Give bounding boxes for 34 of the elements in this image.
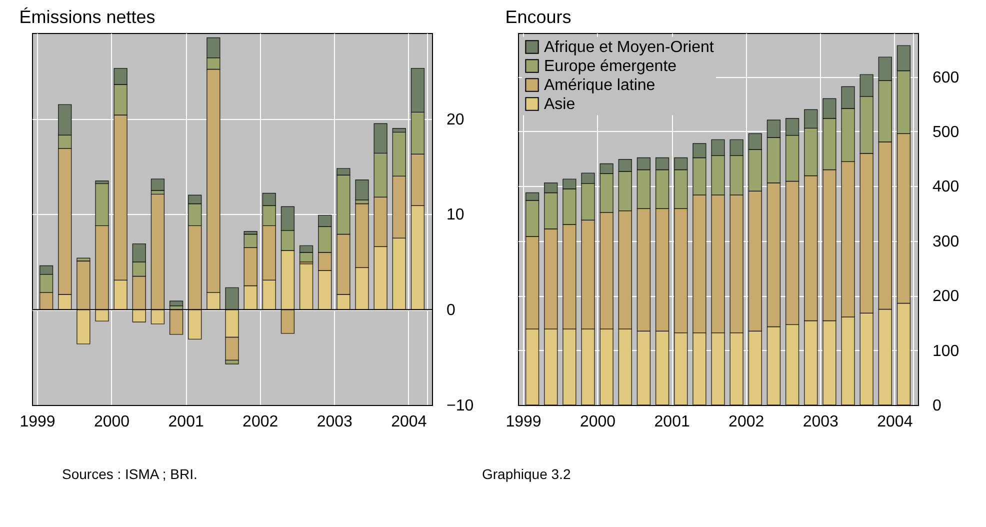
- y-tick-label: −10: [446, 398, 474, 414]
- x-tick-label: 1999: [20, 414, 56, 430]
- x-tick-label: 2000: [580, 414, 616, 430]
- chart-title: Émissions nettes: [19, 7, 156, 27]
- x-tick-label: 2004: [391, 414, 427, 430]
- x-tick-label: 2003: [802, 414, 839, 430]
- y-tick-label: 100: [932, 342, 960, 360]
- legend-label: Afrique et Moyen-Orient: [544, 39, 714, 56]
- x-tick-label: 2003: [316, 414, 353, 430]
- x-tick-label: 2001: [168, 414, 204, 430]
- legend-label: Europe émergente: [544, 58, 677, 75]
- bar: [169, 300, 184, 306]
- chart-title: Encours: [505, 7, 572, 27]
- x-tick-label: 2004: [877, 414, 913, 430]
- y-tick-label: 500: [932, 124, 960, 141]
- bar: [355, 180, 369, 200]
- y-tick-label: 300: [932, 233, 960, 250]
- legend-label: Asie: [544, 96, 576, 113]
- legend-label: Amérique latine: [544, 77, 656, 94]
- x-tick-label: 2001: [654, 414, 690, 430]
- x-tick-label: 2002: [728, 414, 764, 430]
- y-tick-label: 0: [446, 302, 456, 320]
- y-tick-label: 0: [932, 398, 942, 414]
- y-tick-label: 10: [446, 206, 464, 224]
- x-tick-label: 1999: [506, 414, 542, 430]
- y-tick-label: 20: [446, 111, 464, 128]
- y-tick-label: 600: [932, 69, 960, 86]
- y-tick-label: 400: [932, 178, 960, 196]
- source-note: Sources : ISMA ; BRI.: [62, 466, 198, 482]
- text: Graphique 3.2: [482, 466, 571, 482]
- y-tick-label: 200: [932, 288, 960, 306]
- x-tick-label: 2002: [242, 414, 278, 430]
- x-tick-label: 2000: [94, 414, 130, 430]
- bar: [150, 178, 165, 191]
